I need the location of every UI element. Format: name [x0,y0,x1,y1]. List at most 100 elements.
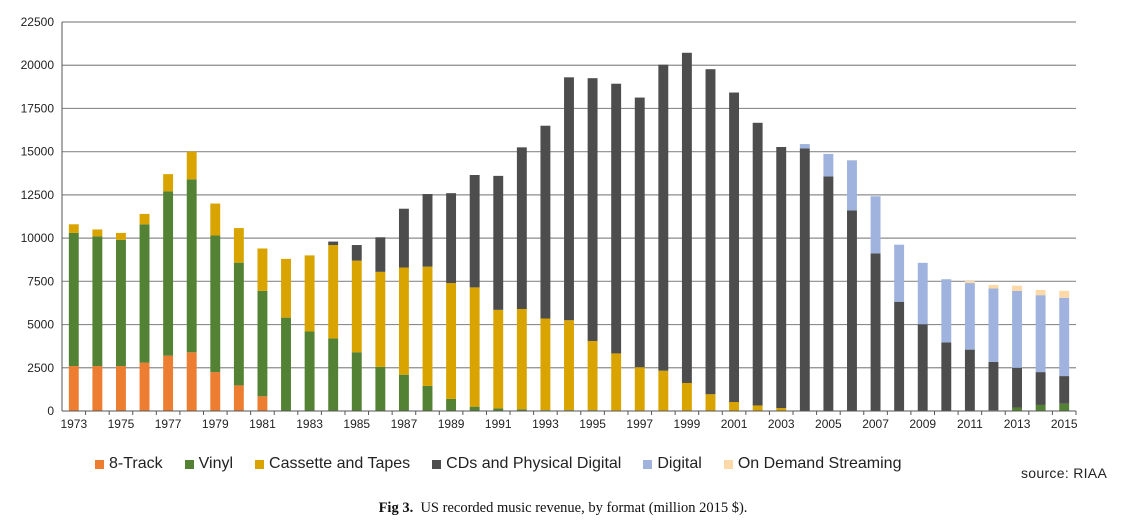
bar-segment-2014-cds-and-physical-digital [1035,372,1046,405]
bar-segment-1988-cassette-and-tapes [422,266,433,386]
bar-segment-1991-cds-and-physical-digital [493,175,504,310]
legend-item-8-track: 8-Track [95,455,163,473]
bar-segment-1989-vinyl [446,398,457,411]
bar-segment-1990-cassette-and-tapes [469,287,480,407]
bar-segment-1975-cassette-and-tapes [116,232,126,240]
bar-segment-1974-cassette-and-tapes [92,229,103,237]
bar-segment-1990-vinyl [469,406,480,411]
bar-segment-1997-cassette-and-tapes [634,367,645,411]
bar-segment-1981-8-track [257,396,268,411]
bar-segment-1998-cassette-and-tapes [658,370,669,411]
x-tick-label: 2001 [721,417,748,431]
x-tick-label: 2009 [909,417,936,431]
bar-segment-1983-cassette-and-tapes [304,255,315,332]
legend-label-cassette: Cassette and Tapes [269,455,411,472]
legend-item-vinyl: Vinyl [184,455,234,473]
bar-segment-1989-cassette-and-tapes [446,283,457,399]
legend-item-digital: Digital [643,455,702,473]
y-tick-label: 17500 [21,101,55,115]
y-tick-label: 20000 [21,58,55,72]
bar-segment-1988-vinyl [422,385,433,411]
bar-segment-1980-cassette-and-tapes [233,228,244,263]
bar-segment-1973-8-track [68,366,79,411]
legend-item-streaming: On Demand Streaming [723,455,901,473]
x-tick-label: 1991 [485,417,512,431]
bar-segment-1976-vinyl [139,224,150,363]
bar-segment-2013-vinyl [1012,407,1022,411]
bar-segment-2006-digital [847,160,857,211]
bar-segment-1997-cds-and-physical-digital [634,97,645,368]
bar-segment-1977-cassette-and-tapes [163,174,174,192]
legend: 8-Track Vinyl Cassette and Tapes CDs and… [95,455,923,473]
bar-segment-2010-digital [941,279,952,343]
legend-swatch-cassette [255,459,265,469]
bar-segment-1981-cassette-and-tapes [257,248,268,291]
bar-segment-1974-vinyl [92,236,103,367]
bar-segment-2007-digital [870,196,881,254]
bar-segment-1982-vinyl [281,317,291,411]
bar-segment-2011-on-demand-streaming [964,280,975,284]
bar-segment-1987-cassette-and-tapes [398,267,409,375]
legend-swatch-digital [643,459,653,469]
x-tick-label: 1973 [60,417,87,431]
bar-segment-1979-cassette-and-tapes [210,203,221,236]
bar-segment-1975-vinyl [116,239,126,367]
bar-segment-1974-8-track [92,366,103,411]
x-tick-label: 1993 [532,417,559,431]
bar-segment-1987-vinyl [398,374,409,411]
axes: 0 2500 5000 7500 10000 12500 15000 17500 20000 22… [21,15,1078,431]
bar-segment-1984-vinyl [328,338,339,411]
bar-segment-1989-cds-and-physical-digital [446,193,457,284]
bar-segment-1992-cds-and-physical-digital [516,147,527,309]
bar-segment-1996-cds-and-physical-digital [611,83,622,354]
bar-segment-2008-digital [894,244,905,302]
bar-segment-2012-on-demand-streaming [988,284,999,289]
bar-segment-1998-cds-and-physical-digital [658,64,669,371]
bar-segment-1993-cassette-and-tapes [540,318,551,411]
bar-segment-2005-digital [823,153,834,177]
bar-segment-1992-cassette-and-tapes [516,309,527,410]
bar-segment-2006-cds-and-physical-digital [847,210,857,411]
bar-segment-1984-cds-and-physical-digital [328,241,339,246]
bar-segment-1991-vinyl [493,408,504,411]
bar-segment-1977-8-track [163,355,174,411]
figure-caption: Fig 3. US recorded music revenue, by for… [0,500,1126,517]
bar-segment-2000-cds-and-physical-digital [705,69,716,395]
bar-segment-1987-cds-and-physical-digital [398,208,409,268]
legend-label-vinyl: Vinyl [198,455,234,472]
legend-label-digital: Digital [657,455,702,472]
bar-segment-1999-cds-and-physical-digital [681,52,692,383]
x-tick-label: 1995 [579,417,606,431]
x-tick-label: 1987 [391,417,418,431]
bar-segment-2013-cds-and-physical-digital [1012,367,1022,408]
x-tick-label: 2007 [862,417,889,431]
bar-segment-1992-vinyl [516,409,527,411]
bar-segment-1983-vinyl [304,331,315,411]
bar-segment-2015-vinyl [1059,403,1070,411]
bar-segment-1986-vinyl [375,366,386,411]
bar-segment-1975-8-track [116,366,126,411]
bar-segment-1977-vinyl [163,191,174,356]
bar-segment-1978-cassette-and-tapes [186,151,197,180]
bar-segment-2001-cds-and-physical-digital [729,92,740,403]
bar-segment-1995-cassette-and-tapes [587,340,598,411]
y-tick-label: 15000 [21,145,55,159]
x-tick-label: 2005 [815,417,842,431]
bar-segment-2015-on-demand-streaming [1059,290,1070,298]
x-tick-label: 2013 [1004,417,1031,431]
bar-segment-2003-cassette-and-tapes [776,408,787,411]
x-tick-label: 1983 [296,417,323,431]
x-tick-label: 1989 [438,417,465,431]
stacked-bar-chart: 0 2500 5000 7500 10000 12500 15000 17500 20000 22… [21,15,1078,431]
bar-segment-2009-digital [917,262,928,325]
bar-segment-2001-cassette-and-tapes [729,402,740,411]
bar-segment-1999-cassette-and-tapes [681,382,692,411]
y-tick-label: 2500 [27,361,54,375]
bar-segment-2002-cassette-and-tapes [752,405,763,411]
legend-label-8-track: 8-Track [109,455,163,472]
legend-swatch-cds [432,459,442,469]
bar-segment-1985-cassette-and-tapes [351,260,362,353]
legend-swatch-8-track [95,459,104,469]
bar-segment-1976-8-track [139,362,150,411]
y-tick-label: 7500 [27,274,54,288]
